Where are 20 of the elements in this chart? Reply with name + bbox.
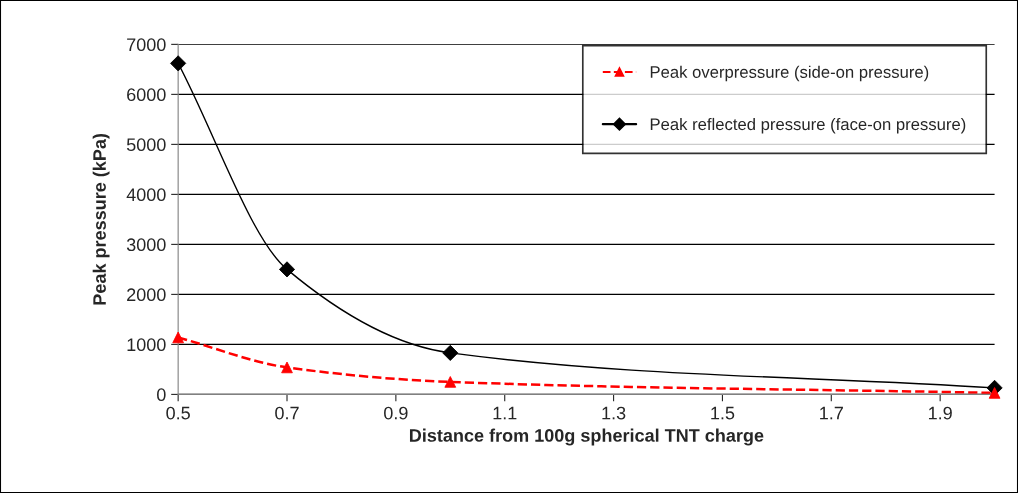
y-tick-label: 0 <box>157 388 166 402</box>
x-tick-label: 1.3 <box>602 406 626 420</box>
y-tick-label: 7000 <box>127 38 166 52</box>
y-axis-title: Peak pressure (kPa) <box>92 133 110 305</box>
x-tick-label: 0.5 <box>166 406 190 420</box>
y-tick-label: 4000 <box>126 188 166 202</box>
y-tick-label: 2000 <box>127 288 166 302</box>
x-tick-label: 1.7 <box>820 406 843 420</box>
y-tick-label: 3000 <box>126 238 166 252</box>
y-tick-label: 5000 <box>126 138 166 152</box>
x-axis-title: Distance from 100g spherical TNT charge <box>409 428 764 446</box>
legend-label: Peak reflected pressure (face-on pressure) <box>650 117 966 134</box>
x-tick-label: 1.1 <box>493 406 517 420</box>
x-tick-label: 1.9 <box>928 406 952 420</box>
y-tick-label: 6000 <box>127 88 166 102</box>
x-tick-label: 1.5 <box>711 406 735 420</box>
x-tick-label: 0.9 <box>384 406 408 420</box>
x-tick-label: 0.7 <box>275 406 299 420</box>
y-tick-label: 1000 <box>127 338 166 352</box>
legend-label: Peak overpressure (side-on pressure) <box>650 65 929 82</box>
